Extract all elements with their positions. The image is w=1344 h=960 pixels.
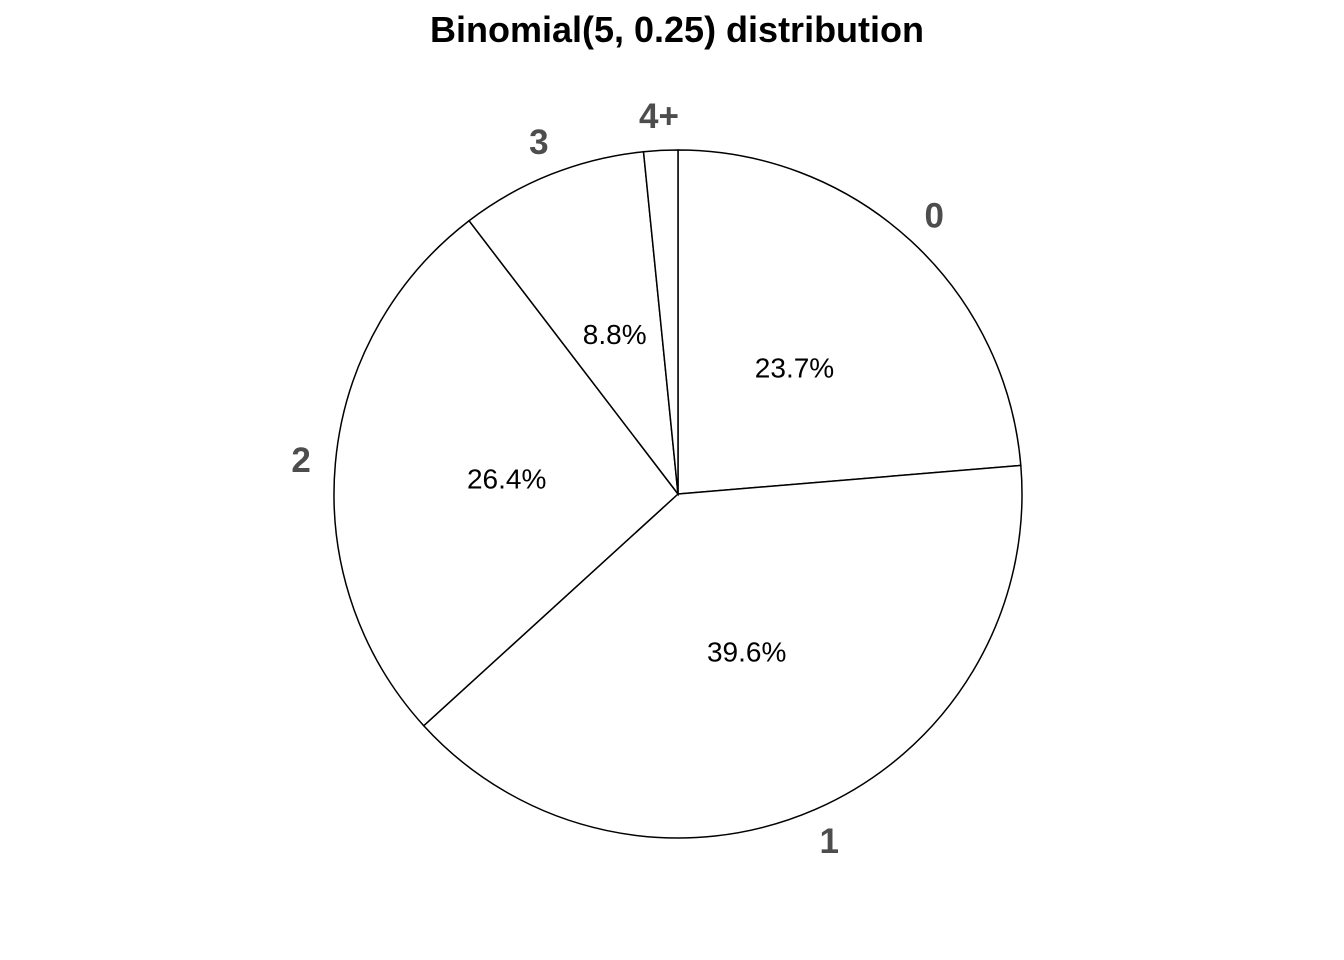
pie-slices xyxy=(333,149,1023,839)
category-label: 4+ xyxy=(639,97,679,136)
percent-label: 8.8% xyxy=(583,319,647,350)
percent-label: 39.6% xyxy=(707,637,786,668)
category-label: 1 xyxy=(819,822,838,861)
percent-label: 23.7% xyxy=(755,352,834,383)
pie-slice-0 xyxy=(677,149,1022,495)
category-label: 3 xyxy=(529,123,548,162)
category-label: 2 xyxy=(291,441,310,480)
category-labels: 0 1 2 3 4+ xyxy=(291,97,944,861)
pie-slice-3 xyxy=(467,150,680,497)
pie-slice-1 xyxy=(422,464,1023,839)
pie-slice-4plus xyxy=(642,149,679,495)
pie-slice-2 xyxy=(333,219,680,727)
percent-label: 26.4% xyxy=(467,464,546,495)
percent-labels: 23.7% 39.6% 26.4% 8.8% xyxy=(467,319,834,668)
chart-title: Binomial(5, 0.25) distribution xyxy=(430,9,924,50)
category-label: 0 xyxy=(924,197,943,236)
